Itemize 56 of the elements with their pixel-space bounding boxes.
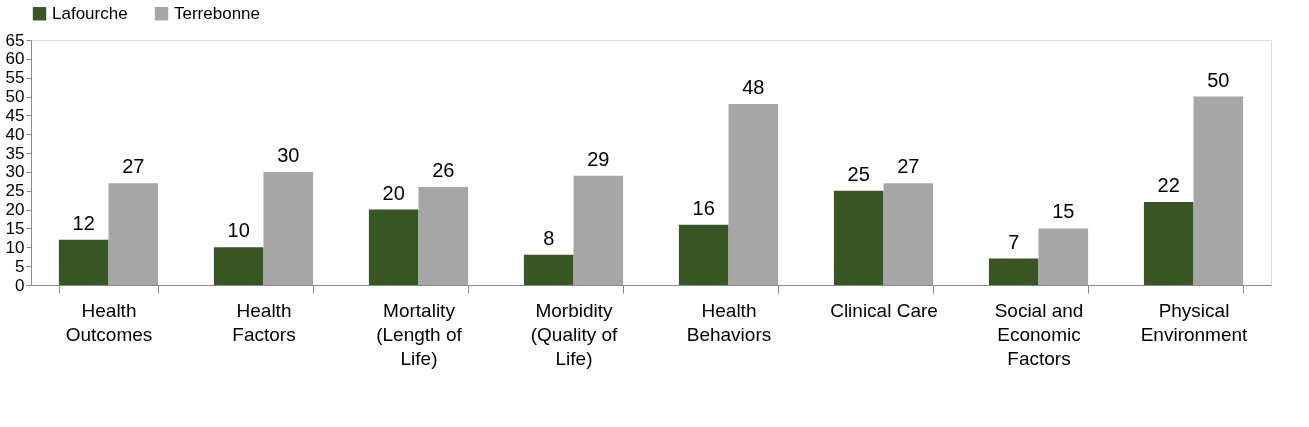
legend-label: Lafourche [52, 3, 128, 23]
x-tick-label: Mortality (Length of Life) [376, 299, 463, 369]
y-tick-label: 50 [5, 87, 25, 107]
bar [58, 239, 109, 285]
y-tick-label: 15 [5, 218, 25, 238]
bar [883, 183, 934, 285]
data-label: 27 [122, 155, 145, 178]
x-tick-label: Morbidity (Quality of Life) [530, 299, 619, 369]
bar [678, 224, 729, 285]
data-label: 25 [847, 162, 870, 185]
data-label: 30 [277, 143, 300, 166]
data-label: 26 [432, 159, 455, 181]
y-tick-label: 55 [5, 68, 25, 88]
legend-label: Terrebonne [174, 3, 261, 23]
x-tick-label: Health Behaviors [686, 299, 772, 345]
bar [728, 104, 779, 285]
data-label: 10 [227, 219, 250, 242]
data-label: 8 [543, 226, 555, 249]
data-label: 22 [1157, 174, 1180, 197]
data-label: 15 [1052, 200, 1075, 223]
data-label: 7 [1008, 230, 1020, 253]
bar [573, 175, 624, 285]
data-label: 27 [897, 155, 920, 178]
y-tick-label: 0 [15, 275, 25, 295]
bar [108, 183, 159, 285]
x-tick-label: Social and Economic Factors [994, 299, 1084, 369]
bar [1143, 202, 1194, 285]
data-label: 29 [587, 147, 610, 170]
y-tick-label: 45 [5, 105, 25, 125]
bar [1038, 228, 1089, 285]
y-tick-label: 30 [5, 162, 25, 182]
y-tick-label: 40 [5, 124, 25, 144]
y-tick-label: 20 [5, 200, 25, 220]
y-tick-label: 5 [15, 256, 25, 276]
bar [263, 171, 314, 285]
x-tick-label: Health Outcomes [65, 299, 153, 345]
data-label: 20 [382, 181, 405, 204]
data-label: 48 [742, 76, 765, 99]
y-tick-label: 60 [5, 49, 25, 69]
y-tick-label: 25 [5, 181, 25, 201]
bar [368, 209, 419, 285]
x-tick-label: Physical Environment [1140, 299, 1249, 345]
y-tick-label: 35 [5, 143, 25, 163]
bar [523, 254, 574, 285]
data-label: 50 [1207, 68, 1230, 91]
bar [1193, 96, 1244, 285]
y-tick-label: 65 [5, 30, 25, 50]
bar [833, 190, 884, 285]
y-tick-label: 10 [5, 237, 25, 257]
x-tick-label: Clinical Care [830, 299, 938, 321]
bar [418, 187, 469, 285]
bar [213, 247, 264, 285]
bar [988, 258, 1039, 285]
data-label: 12 [72, 211, 95, 234]
x-tick-label: Health Factors [232, 299, 296, 345]
data-label: 16 [692, 196, 715, 219]
